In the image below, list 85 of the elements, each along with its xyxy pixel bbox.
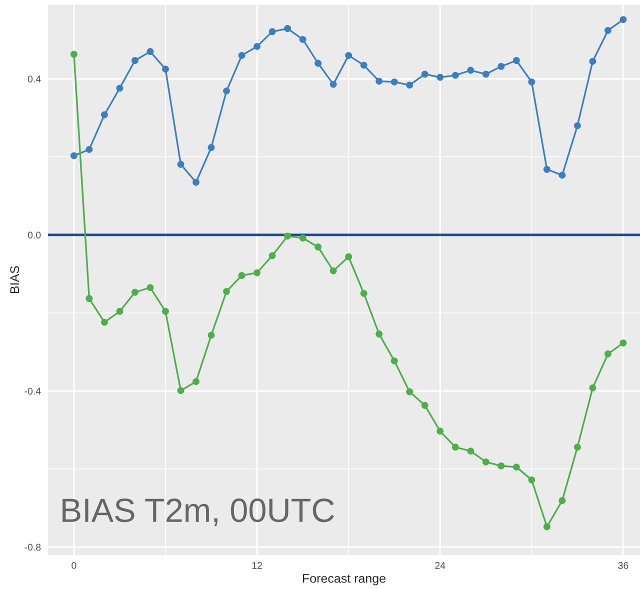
point <box>208 144 215 151</box>
point <box>390 357 398 364</box>
point <box>314 60 322 67</box>
point <box>345 52 352 59</box>
point <box>452 444 459 451</box>
point <box>589 58 596 65</box>
y-tick-label: -0.4 <box>24 388 41 395</box>
point <box>512 57 520 64</box>
x-tick-label: 36 <box>618 562 628 569</box>
point <box>604 350 612 358</box>
point <box>421 402 428 409</box>
point <box>268 28 276 36</box>
x-tick-label: 24 <box>435 562 446 569</box>
point <box>177 160 184 168</box>
point <box>558 497 566 504</box>
point <box>436 428 444 435</box>
point <box>254 42 261 50</box>
annotation: BIAS T2m, 00UTC <box>62 498 334 526</box>
point <box>284 232 292 240</box>
y-axis-title: BIAS <box>10 266 20 293</box>
point <box>574 444 581 451</box>
point <box>436 74 444 81</box>
x-tick-label: 12 <box>252 562 262 569</box>
point <box>238 52 246 59</box>
point <box>268 252 276 260</box>
point <box>406 388 414 396</box>
point <box>620 340 627 346</box>
point <box>70 50 78 58</box>
point <box>528 476 536 484</box>
point <box>146 48 154 56</box>
point <box>284 25 292 32</box>
point <box>360 290 368 297</box>
point <box>376 330 383 338</box>
point <box>345 253 352 260</box>
point <box>574 122 581 130</box>
point <box>162 66 169 73</box>
point <box>116 308 124 315</box>
point <box>238 272 246 279</box>
point <box>70 152 78 160</box>
point <box>146 284 154 292</box>
x-axis-title: Forecast range <box>302 574 386 586</box>
point <box>192 178 200 186</box>
point <box>360 62 368 69</box>
point <box>376 78 383 85</box>
point <box>100 111 108 118</box>
point <box>604 26 612 34</box>
point <box>131 288 138 296</box>
y-tick-label: -0.8 <box>24 544 41 551</box>
point <box>223 87 230 94</box>
point <box>421 70 428 78</box>
point <box>192 378 200 386</box>
point <box>452 72 459 79</box>
y-tick-label: 0.0 <box>28 232 41 239</box>
point <box>86 295 93 302</box>
point <box>543 166 550 173</box>
point <box>406 82 414 89</box>
y-tick-label: 0.4 <box>28 76 41 82</box>
point <box>482 70 490 78</box>
point <box>162 308 169 315</box>
point <box>116 84 124 92</box>
point <box>558 172 566 179</box>
point <box>86 146 93 153</box>
point <box>620 16 627 24</box>
point <box>254 269 261 276</box>
point <box>223 288 230 295</box>
point <box>299 234 306 242</box>
point <box>330 80 337 88</box>
point <box>498 62 505 70</box>
point <box>100 318 108 326</box>
point <box>528 78 536 86</box>
point <box>589 384 596 392</box>
point <box>467 66 474 74</box>
point <box>208 332 215 339</box>
point <box>482 458 490 466</box>
x-tick-label: 0 <box>72 562 76 569</box>
point <box>177 387 184 394</box>
point <box>390 78 398 86</box>
point <box>543 523 550 530</box>
point <box>512 464 520 471</box>
point <box>131 57 138 64</box>
point <box>299 36 306 43</box>
point <box>498 462 505 470</box>
point <box>467 448 474 455</box>
point <box>314 244 322 250</box>
point <box>330 267 337 274</box>
